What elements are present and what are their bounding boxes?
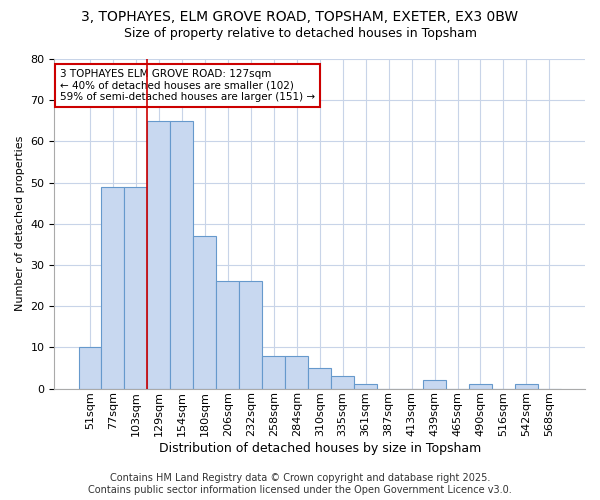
Bar bbox=[79, 348, 101, 389]
Y-axis label: Number of detached properties: Number of detached properties bbox=[15, 136, 25, 312]
Text: Contains HM Land Registry data © Crown copyright and database right 2025.
Contai: Contains HM Land Registry data © Crown c… bbox=[88, 474, 512, 495]
Bar bbox=[331, 376, 354, 388]
Text: Size of property relative to detached houses in Topsham: Size of property relative to detached ho… bbox=[124, 28, 476, 40]
Text: 3, TOPHAYES, ELM GROVE ROAD, TOPSHAM, EXETER, EX3 0BW: 3, TOPHAYES, ELM GROVE ROAD, TOPSHAM, EX… bbox=[82, 10, 518, 24]
Bar bbox=[262, 356, 285, 388]
Bar bbox=[124, 186, 148, 388]
X-axis label: Distribution of detached houses by size in Topsham: Distribution of detached houses by size … bbox=[158, 442, 481, 455]
Bar bbox=[170, 121, 193, 388]
Bar bbox=[308, 368, 331, 388]
Bar bbox=[148, 121, 170, 388]
Text: 3 TOPHAYES ELM GROVE ROAD: 127sqm
← 40% of detached houses are smaller (102)
59%: 3 TOPHAYES ELM GROVE ROAD: 127sqm ← 40% … bbox=[60, 69, 315, 102]
Bar bbox=[101, 186, 124, 388]
Bar bbox=[515, 384, 538, 388]
Bar bbox=[423, 380, 446, 388]
Bar bbox=[285, 356, 308, 388]
Bar bbox=[217, 282, 239, 389]
Bar bbox=[239, 282, 262, 389]
Bar bbox=[354, 384, 377, 388]
Bar bbox=[193, 236, 217, 388]
Bar bbox=[469, 384, 492, 388]
